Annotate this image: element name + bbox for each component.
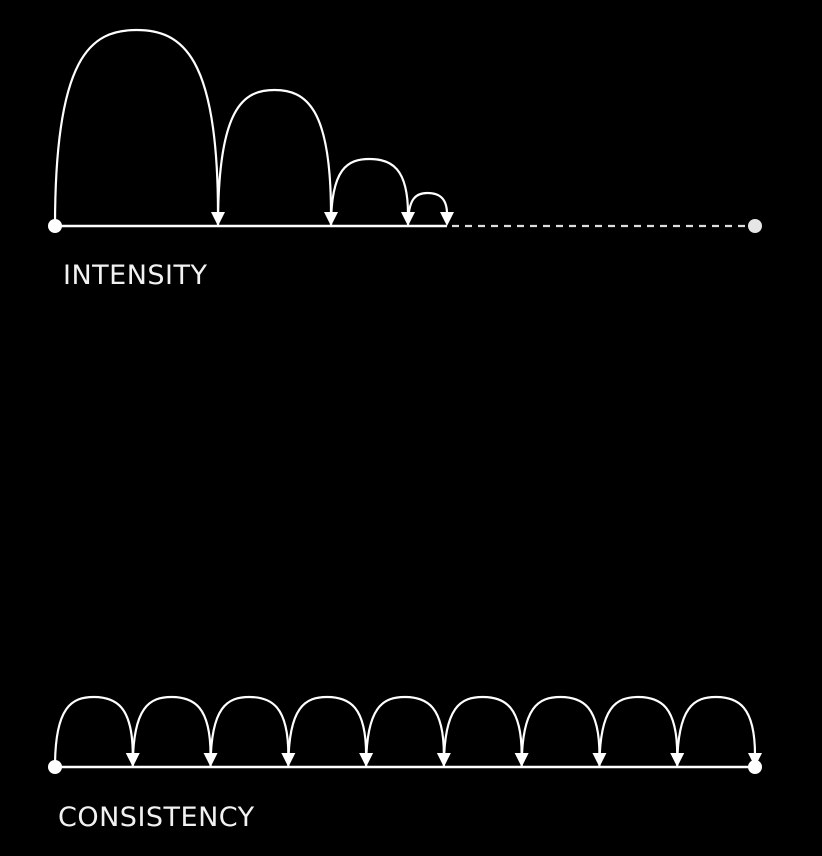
consistency-jump-arc bbox=[598, 695, 679, 769]
intensity-jump-arc bbox=[406, 191, 449, 228]
intensity-jump-arc bbox=[216, 88, 333, 228]
consistency-jump-arc bbox=[520, 695, 601, 769]
consistency-jump-arc bbox=[365, 695, 445, 769]
intensity-jump-arc bbox=[329, 157, 410, 228]
intensity-arrow-head bbox=[440, 212, 454, 226]
consistency-jump-arc bbox=[209, 695, 290, 769]
consistency-arrow-head bbox=[748, 753, 762, 767]
consistency-jump-arc bbox=[131, 695, 212, 769]
intensity-end-dot bbox=[748, 219, 762, 233]
intensity-diagram bbox=[48, 28, 762, 233]
intensity-jump-arc bbox=[53, 28, 220, 228]
consistency-jump-arc bbox=[676, 695, 757, 769]
consistency-jump-arc bbox=[442, 695, 523, 769]
consistency-diagram bbox=[48, 695, 762, 774]
consistency-jump-arc bbox=[53, 695, 134, 769]
consistency-jump-arc bbox=[287, 695, 368, 769]
consistency-label: CONSISTENCY bbox=[58, 802, 255, 833]
intensity-label: INTENSITY bbox=[63, 260, 208, 291]
